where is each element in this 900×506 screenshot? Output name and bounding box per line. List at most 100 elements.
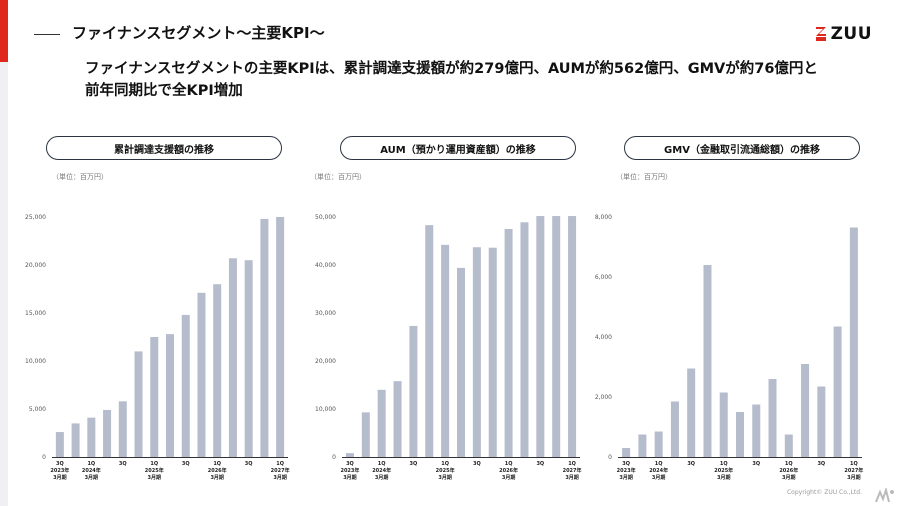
- zuu-logo: ZUU: [814, 24, 872, 44]
- bar: [457, 267, 465, 457]
- x-tick-label: 2025年: [145, 467, 164, 474]
- unit-label-gmv: （単位：百万円）: [616, 173, 672, 181]
- y-tick-label: 4,000: [595, 334, 612, 341]
- x-tick-label: 2026年: [499, 467, 518, 474]
- gmv-chart: 02,0004,0006,0008,0003Q2023年3月期1Q2024年3月…: [595, 214, 864, 481]
- headline-line-1: ファイナンスセグメントの主要KPIは、累計調達支援額が約279億円、AUMが約5…: [85, 61, 818, 77]
- x-tick-label: 1Q: [850, 461, 858, 467]
- x-tick-label: 3Q: [245, 461, 253, 467]
- x-tick-label: 2026年: [779, 467, 798, 474]
- x-tick-label: 3月期: [565, 474, 578, 481]
- x-tick-label: 1Q: [213, 461, 221, 467]
- bar: [345, 453, 354, 457]
- bar: [817, 386, 826, 457]
- bar: [228, 258, 237, 457]
- x-tick-label: 3月期: [375, 474, 388, 481]
- y-tick-label: 0: [608, 454, 612, 461]
- x-tick-label: 1Q: [150, 461, 158, 467]
- x-tick-label: 3月期: [148, 474, 161, 481]
- bar: [166, 334, 174, 457]
- bar: [752, 404, 761, 457]
- x-tick-label: 3Q: [410, 461, 418, 467]
- x-tick-label: 2027年: [563, 467, 582, 474]
- unit-label-aum: （単位：百万円）: [310, 173, 366, 181]
- watermark-logo-icon: [875, 488, 894, 503]
- y-tick-label: 20,000: [25, 262, 46, 269]
- title-rule: [34, 34, 60, 35]
- aum-chart: 010,00020,00030,00040,00050,0003Q2023年3月…: [315, 214, 582, 481]
- chart-label-funding: 累計調達支援額の推移: [46, 136, 282, 160]
- bar: [622, 448, 631, 457]
- bar: [801, 364, 810, 457]
- x-tick-label: 2026年: [208, 467, 227, 474]
- y-tick-label: 25,000: [25, 214, 46, 221]
- bar: [377, 389, 386, 457]
- bar: [244, 260, 253, 457]
- y-tick-label: 40,000: [315, 262, 336, 269]
- y-tick-label: 10,000: [25, 358, 46, 365]
- x-tick-label: 3Q: [817, 461, 825, 467]
- chart-label-gmv: GMV（金融取引流通総額）の推移: [624, 136, 860, 160]
- bar: [260, 218, 269, 457]
- x-tick-label: 2024年: [649, 467, 668, 474]
- bar: [568, 216, 577, 457]
- x-tick-label: 1Q: [441, 461, 449, 467]
- x-tick-label: 2025年: [436, 467, 455, 474]
- x-tick-label: 3月期: [210, 474, 223, 481]
- bar: [687, 368, 696, 457]
- x-tick-label: 2023年: [617, 467, 636, 474]
- bar: [719, 392, 728, 457]
- bar: [536, 216, 545, 457]
- bar: [150, 337, 159, 457]
- bar: [504, 229, 513, 457]
- x-tick-label: 3Q: [119, 461, 127, 467]
- bar: [520, 222, 529, 457]
- x-tick-label: 2024年: [372, 467, 391, 474]
- y-tick-label: 2,000: [595, 394, 612, 401]
- x-tick-label: 1Q: [785, 461, 793, 467]
- bar: [181, 314, 190, 457]
- y-tick-label: 8,000: [595, 214, 612, 221]
- bar: [638, 434, 647, 457]
- bar: [654, 431, 663, 457]
- y-tick-label: 50,000: [315, 214, 336, 221]
- x-tick-label: 1Q: [378, 461, 386, 467]
- x-tick-label: 3月期: [717, 474, 730, 481]
- headline-line-2: 前年同期比で全KPI増加: [85, 83, 243, 99]
- x-tick-label: 3Q: [752, 461, 760, 467]
- bar: [118, 401, 127, 457]
- bar: [472, 247, 481, 457]
- bar: [670, 401, 679, 457]
- x-tick-label: 3Q: [687, 461, 695, 467]
- bar: [55, 432, 64, 457]
- x-tick-label: 1Q: [87, 461, 95, 467]
- x-tick-label: 1Q: [505, 461, 513, 467]
- x-tick-label: 3月期: [782, 474, 795, 481]
- x-tick-label: 2027年: [844, 467, 863, 474]
- x-tick-label: 2023年: [50, 467, 69, 474]
- x-tick-label: 2023年: [340, 467, 359, 474]
- y-tick-label: 15,000: [25, 310, 46, 317]
- headline: ファイナンスセグメントの主要KPIは、累計調達支援額が約279億円、AUMが約5…: [85, 58, 818, 102]
- x-tick-label: 3月期: [502, 474, 515, 481]
- x-tick-label: 3月期: [438, 474, 451, 481]
- x-tick-label: 1Q: [276, 461, 284, 467]
- x-tick-label: 3Q: [536, 461, 544, 467]
- zuu-logo-mark-icon: [815, 27, 826, 41]
- bar: [213, 284, 222, 457]
- bar: [393, 381, 402, 457]
- bar: [736, 412, 744, 457]
- bar: [87, 417, 96, 457]
- bar: [103, 409, 112, 457]
- bar: [134, 351, 143, 457]
- x-tick-label: 3Q: [56, 461, 64, 467]
- x-tick-label: 3月期: [85, 474, 98, 481]
- bar: [441, 244, 450, 457]
- y-tick-label: 20,000: [315, 358, 336, 365]
- x-tick-label: 3Q: [473, 461, 481, 467]
- y-tick-label: 10,000: [315, 406, 336, 413]
- x-tick-label: 2024年: [82, 467, 101, 474]
- y-tick-label: 0: [42, 454, 46, 461]
- x-tick-label: 3月期: [343, 474, 356, 481]
- x-tick-label: 2025年: [714, 467, 733, 474]
